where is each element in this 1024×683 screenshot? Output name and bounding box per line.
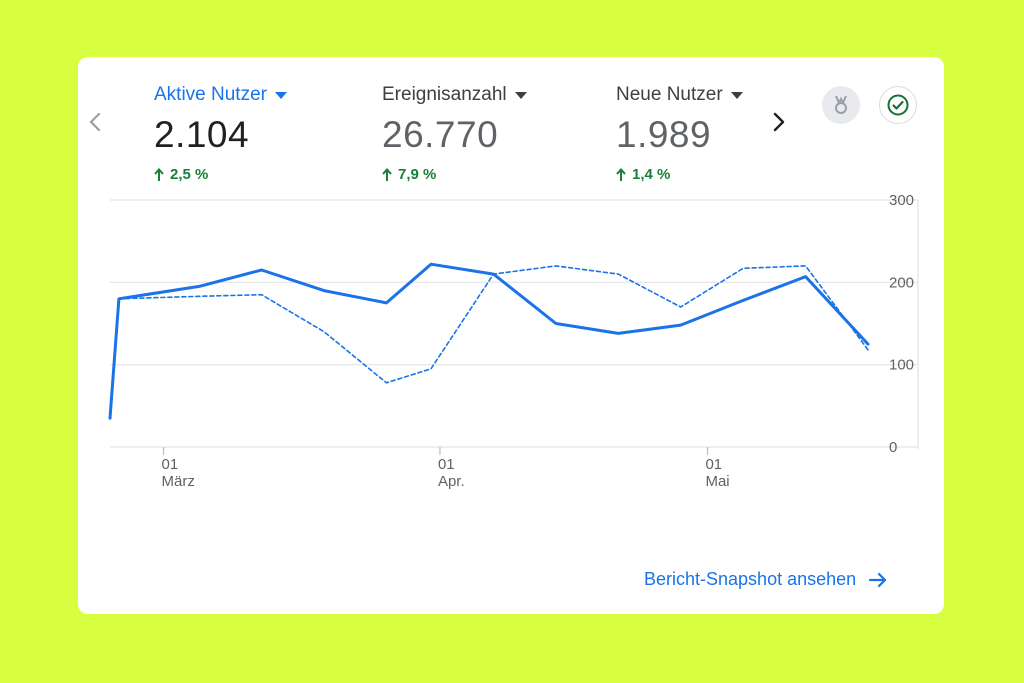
metric-new-users[interactable]: Neue Nutzer 1.989 1,4 % [616,84,743,183]
metric-dropdown[interactable]: Neue Nutzer [616,84,743,106]
view-report-snapshot-link[interactable]: Bericht-Snapshot ansehen [644,569,888,590]
chevron-right-icon [773,112,785,132]
next-metric-button[interactable] [768,107,790,137]
metric-dropdown[interactable]: Ereignisanzahl [382,84,527,106]
x-tick-month: Mai [705,473,729,490]
arrow-up-icon [382,167,392,181]
insight-badge-icon [835,95,847,114]
caret-down-icon [514,91,527,99]
caret-down-icon [274,91,287,99]
y-tick-label: 0 [889,439,897,456]
metric-change: 1,4 % [616,166,743,183]
metric-change: 2,5 % [154,166,287,183]
y-tick-label: 100 [889,357,914,374]
chevron-left-icon [89,112,101,132]
report-card: Aktive Nutzer 2.104 2,5 % Ereignisanzahl… [78,57,944,614]
metric-active-users[interactable]: Aktive Nutzer 2.104 2,5 % [154,84,287,183]
y-tick-label: 300 [889,192,914,209]
footer-link-label: Bericht-Snapshot ansehen [644,569,857,589]
metric-label: Aktive Nutzer [154,84,267,105]
y-tick-label: 200 [889,274,914,291]
series-line-current [108,262,870,420]
x-tick-day: 01 [705,456,722,473]
metric-dropdown[interactable]: Aktive Nutzer [154,84,287,106]
metric-change-value: 1,4 % [632,166,671,183]
metric-event-count[interactable]: Ereignisanzahl 26.770 7,9 % [382,84,527,183]
previous-metric-button[interactable] [84,107,106,137]
arrow-up-icon [154,167,164,181]
x-tick-month: Apr. [438,473,465,490]
metric-label: Ereignisanzahl [382,84,507,105]
x-tick-day: 01 [162,456,179,473]
metric-label: Neue Nutzer [616,84,723,105]
metric-change: 7,9 % [382,166,527,183]
x-tick-month: März [162,473,195,490]
caret-down-icon [730,91,743,99]
metric-change-value: 7,9 % [398,166,437,183]
x-tick-day: 01 [438,456,455,473]
insight-button[interactable] [822,86,860,124]
check-circle-icon [887,94,909,116]
metric-change-value: 2,5 % [170,166,209,183]
metric-value: 1.989 [616,114,712,155]
arrow-right-icon [869,572,887,587]
metric-value: 26.770 [382,114,499,155]
metric-value: 2.104 [154,114,250,155]
arrow-up-icon [616,167,626,181]
status-button[interactable] [879,86,917,124]
